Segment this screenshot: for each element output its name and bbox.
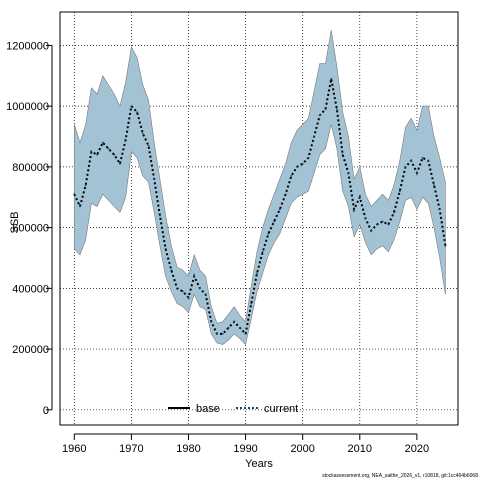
data-point-1986 [221, 332, 224, 335]
legend-current-label: current [264, 403, 298, 415]
x-axis-label: Years [245, 458, 273, 470]
data-point-1983 [204, 293, 207, 296]
data-point-2007 [341, 153, 344, 156]
data-point-2018 [404, 165, 407, 168]
current-series-points [73, 77, 447, 335]
y-tick-label-400000: 400000 [12, 283, 49, 295]
data-point-2000 [301, 162, 304, 165]
data-point-1973 [147, 144, 150, 147]
data-point-1998 [290, 175, 293, 177]
data-point-2010 [358, 196, 361, 199]
data-point-1967 [113, 153, 116, 156]
data-point-2022 [427, 159, 430, 162]
data-point-2003 [318, 114, 321, 117]
data-point-1988 [233, 320, 236, 323]
legend: base current [168, 403, 298, 415]
confidence-band [74, 30, 446, 346]
data-point-1961 [79, 205, 81, 208]
data-point-1984 [210, 320, 213, 323]
data-point-1977 [170, 269, 173, 272]
data-point-1987 [227, 326, 230, 329]
data-point-2025 [444, 244, 447, 247]
data-point-2024 [438, 208, 441, 211]
data-point-2020 [415, 172, 418, 174]
data-point-1976 [164, 247, 167, 250]
data-point-1982 [198, 287, 201, 290]
y-tick-label-800000: 800000 [12, 162, 49, 174]
data-point-1970 [130, 105, 133, 108]
data-point-1995 [273, 220, 276, 223]
data-point-1981 [193, 275, 196, 278]
data-point-1994 [267, 232, 270, 235]
data-point-1972 [141, 132, 144, 135]
data-point-1992 [256, 272, 258, 275]
data-point-1964 [96, 153, 99, 156]
data-point-1962 [84, 184, 87, 186]
y-tick-label-200000: 200000 [12, 344, 49, 356]
data-point-1971 [136, 111, 138, 114]
data-point-2006 [336, 108, 338, 111]
x-tick-label-2020: 2020 [405, 443, 429, 455]
data-point-2004 [324, 108, 327, 111]
current-series-line [73, 78, 447, 337]
data-point-2013 [376, 223, 378, 226]
data-point-1990 [244, 332, 247, 335]
data-point-1996 [278, 208, 281, 211]
data-point-1968 [119, 162, 121, 165]
x-tick-label-1960: 1960 [62, 443, 86, 455]
legend-base-label: base [196, 403, 220, 415]
data-point-1974 [153, 178, 156, 180]
data-point-1975 [159, 214, 161, 217]
data-point-2002 [313, 135, 316, 138]
data-point-2014 [381, 220, 384, 223]
data-point-2011 [364, 217, 367, 220]
data-point-2021 [421, 156, 424, 159]
data-point-1989 [238, 326, 241, 329]
data-point-2012 [370, 229, 373, 232]
footnote: stockassessment.org, NEA_saithe_2026_v1,… [322, 473, 478, 479]
y-axis: 0 200000 400000 600000 800000 1000000 1200000 [6, 40, 53, 417]
data-point-1999 [296, 165, 298, 168]
y-tick-label-0: 0 [43, 405, 49, 417]
data-point-1979 [181, 290, 184, 293]
y-tick-label-1200000: 1200000 [6, 40, 49, 52]
y-axis-label: SSB [9, 211, 21, 233]
data-point-1993 [261, 251, 264, 253]
data-point-1980 [187, 296, 190, 299]
gridlines [60, 12, 458, 425]
data-point-1997 [284, 193, 287, 196]
data-point-2009 [353, 208, 355, 211]
data-point-1966 [107, 147, 110, 150]
data-point-2008 [347, 172, 350, 174]
data-point-2023 [433, 184, 435, 186]
data-point-1985 [216, 332, 218, 335]
data-point-1965 [101, 141, 104, 144]
data-point-1991 [250, 302, 253, 305]
x-tick-label-2010: 2010 [348, 443, 372, 455]
data-point-2016 [393, 211, 395, 214]
data-point-1978 [176, 287, 178, 290]
data-point-2015 [387, 223, 390, 226]
y-tick-label-1000000: 1000000 [6, 101, 49, 113]
x-tick-label-2000: 2000 [290, 443, 314, 455]
plot-frame [59, 11, 459, 426]
data-point-2019 [410, 159, 413, 162]
data-point-2001 [307, 156, 310, 159]
data-point-1969 [124, 138, 127, 141]
x-tick-label-1970: 1970 [119, 443, 143, 455]
x-tick-label-1990: 1990 [233, 443, 257, 455]
x-axis: 1960 1970 1980 1990 2000 2010 2020 [62, 433, 429, 455]
x-tick-label-1980: 1980 [176, 443, 200, 455]
data-point-1960 [73, 193, 76, 196]
data-point-1963 [90, 150, 93, 153]
data-point-2005 [330, 77, 333, 80]
y-tick-label-600000: 600000 [12, 223, 49, 235]
data-point-2017 [398, 190, 401, 193]
